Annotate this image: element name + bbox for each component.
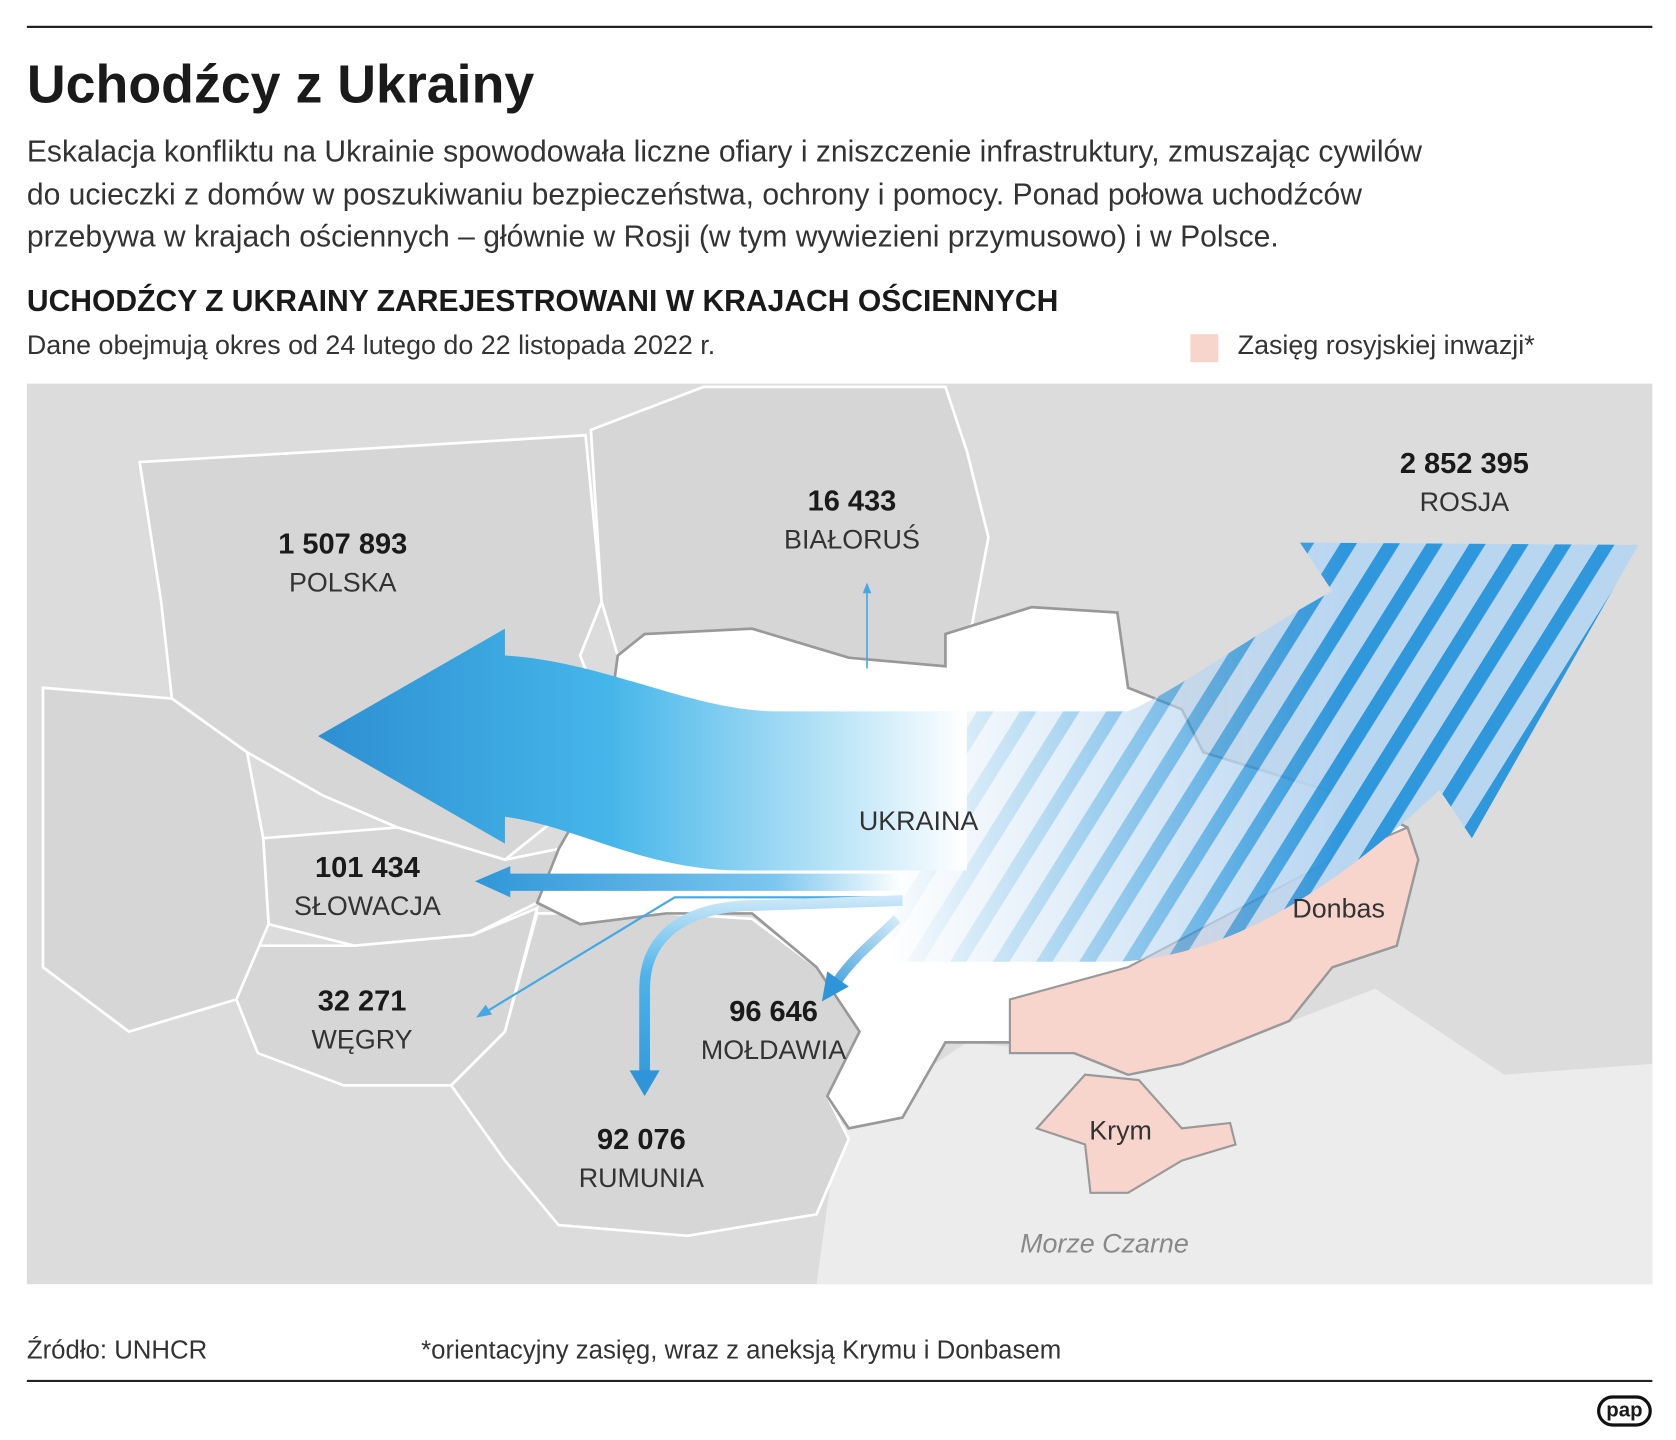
- refugee-count: 92 076: [597, 1124, 686, 1156]
- arrow-moldova-head: [821, 971, 849, 1002]
- refugee-count: 2 852 395: [1400, 448, 1529, 480]
- description-line: Eskalacja konfliktu na Ukrainie spowodow…: [27, 136, 1422, 169]
- arrow-romania: [639, 895, 903, 1073]
- country-name: POLSKA: [289, 568, 397, 598]
- country-name: BIAŁORUŚ: [784, 523, 920, 555]
- ukraine-label: UKRAINA: [859, 806, 978, 836]
- arrow-moldova: [834, 915, 901, 983]
- legend-label: Zasięg rosyjskiej inwazji*: [1238, 330, 1536, 360]
- crimea: [1034, 1073, 1237, 1194]
- map: 2 852 395 ROSJA 1 507 893 POLSKA 101 434 SŁOW…: [26, 383, 1653, 1285]
- description-line: przebywa w krajach ościennych – głównie …: [27, 221, 1279, 254]
- country-name: ROSJA: [1420, 487, 1510, 517]
- country-labels: 2 852 395 ROSJA 1 507 893 POLSKA 101 434 SŁOW…: [278, 448, 1529, 1193]
- description-line: do ucieczki z domów w poszukiwaniu bezpi…: [27, 179, 1362, 212]
- title: Uchodźcy z Ukrainy: [27, 54, 535, 114]
- arrow-russia: [891, 542, 1639, 962]
- arrow-hungary: [488, 896, 903, 1012]
- arrow-romania-head: [629, 1070, 660, 1097]
- country-name: RUMUNIA: [579, 1163, 704, 1193]
- legend-swatch: [1190, 334, 1219, 363]
- logo-badge: [1597, 1395, 1652, 1427]
- refugee-count: 16 433: [808, 486, 897, 518]
- refugee-count: 1 507 893: [278, 529, 407, 561]
- footnote: *orientacyjny zasięg, wraz z aneksją Kry…: [421, 1337, 1061, 1365]
- map-title: UCHODŹCY Z UKRAINY ZAREJESTROWANI W KRAJ…: [27, 284, 1059, 318]
- country-name: WĘGRY: [312, 1024, 413, 1054]
- country-name: SŁOWACJA: [294, 891, 441, 921]
- refugee-count: 96 646: [729, 996, 818, 1028]
- crimea-label: Krym: [1089, 1116, 1152, 1146]
- arrow-hungary-head: [475, 1004, 493, 1018]
- refugee-count: 101 434: [315, 852, 420, 884]
- country-name: MOŁDAWIA: [701, 1035, 846, 1065]
- arrow-poland: [318, 628, 967, 871]
- map-subtitle: Dane obejmują okres od 24 lutego do 22 l…: [27, 330, 715, 360]
- source: Źródło: UNHCR: [27, 1336, 207, 1365]
- arrow-slovakia: [474, 866, 903, 898]
- donbas-label: Donbas: [1292, 893, 1385, 923]
- czechia: [41, 686, 270, 1034]
- refugee-count: 32 271: [318, 985, 407, 1017]
- arrow-belarus-head: [862, 582, 872, 594]
- sea-label: Morze Czarne: [1020, 1229, 1189, 1259]
- logo: pap: [1606, 1399, 1642, 1421]
